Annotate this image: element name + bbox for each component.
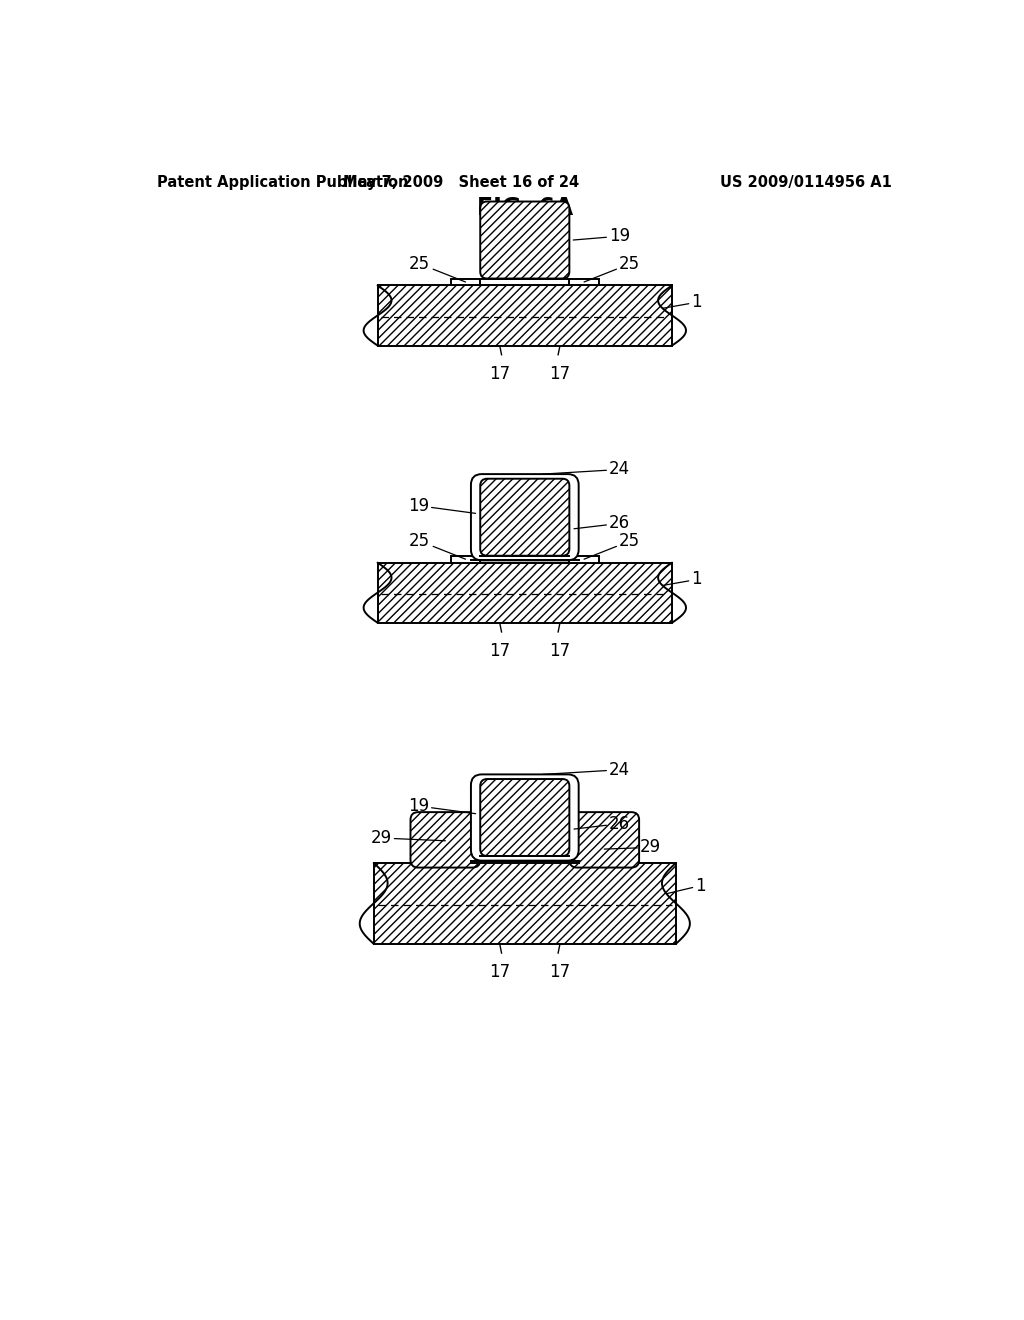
Text: 17: 17 [549, 642, 570, 660]
Text: 25: 25 [410, 255, 466, 282]
Bar [480, 277, 569, 285]
FancyBboxPatch shape [480, 779, 569, 857]
Bar [378, 562, 672, 623]
Text: May 7, 2009   Sheet 16 of 24: May 7, 2009 Sheet 16 of 24 [343, 176, 580, 190]
Text: 1: 1 [663, 570, 702, 589]
Text: 17: 17 [549, 364, 570, 383]
Text: 19: 19 [573, 227, 631, 246]
Text: US 2009/0114956 A1: US 2009/0114956 A1 [720, 176, 891, 190]
Bar [451, 556, 480, 562]
Text: 17: 17 [489, 364, 511, 383]
Text: FIG. 6C: FIG. 6C [477, 776, 572, 800]
Text: 1: 1 [663, 293, 702, 312]
Text: 19: 19 [408, 496, 475, 515]
Bar [451, 279, 480, 285]
Text: 26: 26 [574, 814, 631, 833]
Text: 17: 17 [489, 964, 511, 981]
Text: FIG. 6A: FIG. 6A [477, 197, 572, 220]
FancyBboxPatch shape [569, 812, 639, 867]
Text: 17: 17 [489, 642, 511, 660]
Text: 25: 25 [584, 255, 640, 282]
Text: 25: 25 [410, 532, 466, 560]
FancyBboxPatch shape [411, 812, 480, 867]
Text: 26: 26 [574, 515, 631, 532]
Text: FIG. 6B: FIG. 6B [477, 491, 572, 515]
FancyBboxPatch shape [480, 202, 569, 279]
Text: 19: 19 [408, 797, 475, 814]
Text: 24: 24 [543, 461, 631, 478]
Bar [569, 279, 599, 285]
FancyBboxPatch shape [480, 479, 569, 556]
Bar [378, 285, 672, 346]
FancyBboxPatch shape [471, 775, 579, 861]
Text: 29: 29 [371, 829, 445, 847]
Text: 25: 25 [584, 532, 640, 560]
Text: 29: 29 [604, 838, 662, 857]
Bar [569, 556, 599, 562]
Text: Patent Application Publication: Patent Application Publication [158, 176, 409, 190]
Text: 17: 17 [549, 964, 570, 981]
Bar [471, 857, 579, 863]
Text: 24: 24 [543, 760, 631, 779]
Text: 1: 1 [667, 876, 706, 895]
FancyBboxPatch shape [471, 474, 579, 560]
Bar [374, 863, 676, 944]
